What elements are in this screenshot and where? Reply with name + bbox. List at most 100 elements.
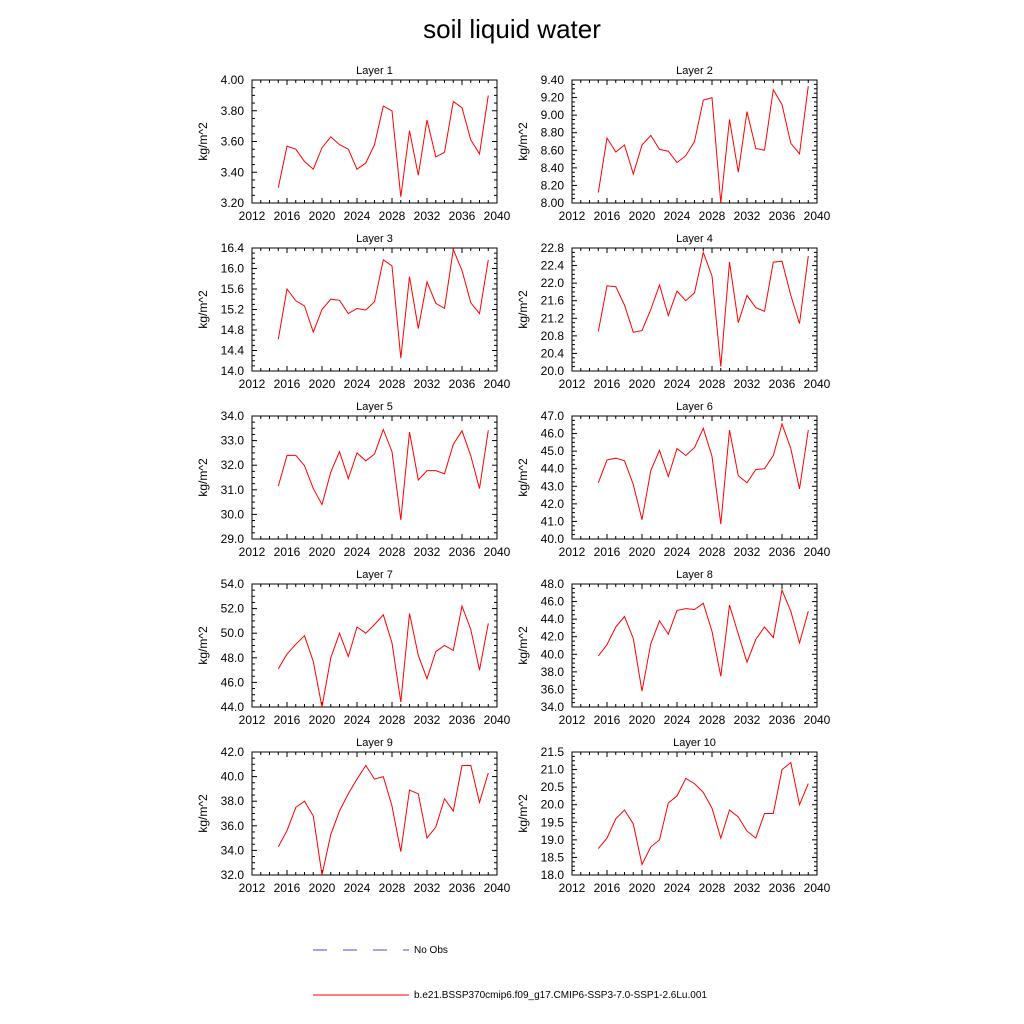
x-tick-label: 2032 [414,545,441,559]
x-tick-label: 2040 [804,881,831,895]
x-tick-label: 2020 [629,377,656,391]
y-tick-label: 54.0 [221,577,245,591]
panel-title: Layer 5 [356,401,393,413]
y-tick-label: 34.0 [221,409,245,423]
y-tick-label: 20.4 [541,346,565,360]
y-tick-label: 8.60 [541,143,565,157]
panel-layer-10: Layer 10 2012 2016 2020 2024 2028 2032 2036 2040… [516,737,831,895]
y-tick-label: 33.0 [221,434,245,448]
y-tick-label: 40.0 [541,532,565,546]
plot-frame [251,415,498,540]
y-axis-label: kg/m^2 [196,794,210,833]
x-tick-label: 2020 [309,545,336,559]
x-tick-label: 2036 [449,209,476,223]
x-tick-label: 2032 [414,209,441,223]
y-tick-label: 44.0 [221,700,245,714]
y-tick-label: 42.0 [541,630,565,644]
panel-title: Layer 3 [356,233,393,245]
x-tick-label: 2024 [344,545,371,559]
legend-label: b.e21.BSSP370cmip6.f09_g17.CMIP6-SSP3-7.… [414,990,707,1001]
y-tick-label: 41.0 [541,514,565,528]
y-tick-label: 3.60 [221,135,245,149]
series-line [597,86,809,204]
y-axis-label: kg/m^2 [516,458,530,497]
y-axis-label: kg/m^2 [196,626,210,665]
plot-frame [251,751,498,876]
y-tick-label: 29.0 [221,532,245,546]
x-tick-label: 2012 [239,713,266,727]
x-tick-label: 2012 [239,209,266,223]
x-tick-label: 2016 [594,881,621,895]
x-tick-label: 2032 [734,377,761,391]
y-tick-label: 20.8 [541,329,565,343]
y-tick-label: 44.0 [541,462,565,476]
x-tick-label: 2036 [769,377,796,391]
panel-title: Layer 2 [676,65,713,77]
panel-layer-4: Layer 4 2012 2016 2020 2024 2028 2032 2036 2040 2… [516,233,831,391]
x-tick-label: 2028 [699,881,726,895]
y-tick-label: 22.8 [541,241,565,255]
x-tick-label: 2028 [379,545,406,559]
y-tick-label: 32.0 [221,868,245,882]
x-tick-label: 2020 [629,209,656,223]
x-tick-label: 2040 [484,713,511,727]
plot-frame [571,751,818,876]
x-tick-label: 2036 [769,545,796,559]
plot-frame [251,583,498,708]
y-tick-label: 19.5 [541,815,565,829]
y-tick-label: 42.0 [541,497,565,511]
x-tick-label: 2032 [734,209,761,223]
y-axis-label: kg/m^2 [196,122,210,161]
y-tick-label: 8.00 [541,196,565,210]
y-tick-label: 30.0 [221,507,245,521]
x-tick-label: 2040 [484,209,511,223]
x-tick-label: 2012 [239,545,266,559]
x-tick-label: 2032 [734,713,761,727]
x-tick-label: 2012 [559,209,586,223]
y-tick-label: 19.0 [541,833,565,847]
x-tick-label: 2020 [309,209,336,223]
x-tick-label: 2016 [274,881,301,895]
x-tick-label: 2016 [274,377,301,391]
panel-title: Layer 8 [676,569,713,581]
panel-layer-3: Layer 3 2012 2016 2020 2024 2028 2032 2036 2040 1… [196,233,511,391]
panel-layer-2: Layer 2 2012 2016 2020 2024 2028 2032 2036 2040 8… [516,65,831,223]
x-tick-label: 2040 [804,545,831,559]
series-line [597,761,809,866]
panel-title: Layer 1 [356,65,393,77]
y-tick-label: 34.0 [221,843,245,857]
x-tick-label: 2040 [804,209,831,223]
y-tick-label: 52.0 [221,602,245,616]
x-tick-label: 2016 [274,713,301,727]
x-tick-label: 2028 [379,881,406,895]
x-tick-label: 2016 [594,209,621,223]
legend-label: No Obs [414,945,448,956]
y-tick-label: 18.0 [541,868,565,882]
series-line [277,428,489,520]
y-tick-label: 15.6 [221,282,245,296]
y-tick-label: 21.0 [541,763,565,777]
y-tick-label: 38.0 [541,665,565,679]
y-tick-label: 21.2 [541,311,565,325]
x-tick-label: 2012 [239,377,266,391]
y-tick-label: 44.0 [541,612,565,626]
series-line [597,250,809,367]
y-tick-label: 32.0 [221,458,245,472]
y-tick-label: 8.20 [541,178,565,192]
x-tick-label: 2036 [769,881,796,895]
x-tick-label: 2028 [699,377,726,391]
x-tick-label: 2024 [344,377,371,391]
panel-layer-8: Layer 8 2012 2016 2020 2024 2028 2032 2036 2040 3… [516,569,831,727]
y-axis-label: kg/m^2 [196,458,210,497]
x-tick-label: 2036 [449,377,476,391]
plot-frame [571,583,818,708]
series-line [597,588,809,692]
y-tick-label: 15.2 [221,303,245,317]
y-tick-label: 50.0 [221,626,245,640]
x-tick-label: 2032 [414,881,441,895]
panel-title: Layer 6 [676,401,713,413]
y-tick-label: 21.6 [541,294,565,308]
panel-title: Layer 9 [356,737,393,749]
x-tick-label: 2040 [804,377,831,391]
y-tick-label: 46.0 [541,595,565,609]
